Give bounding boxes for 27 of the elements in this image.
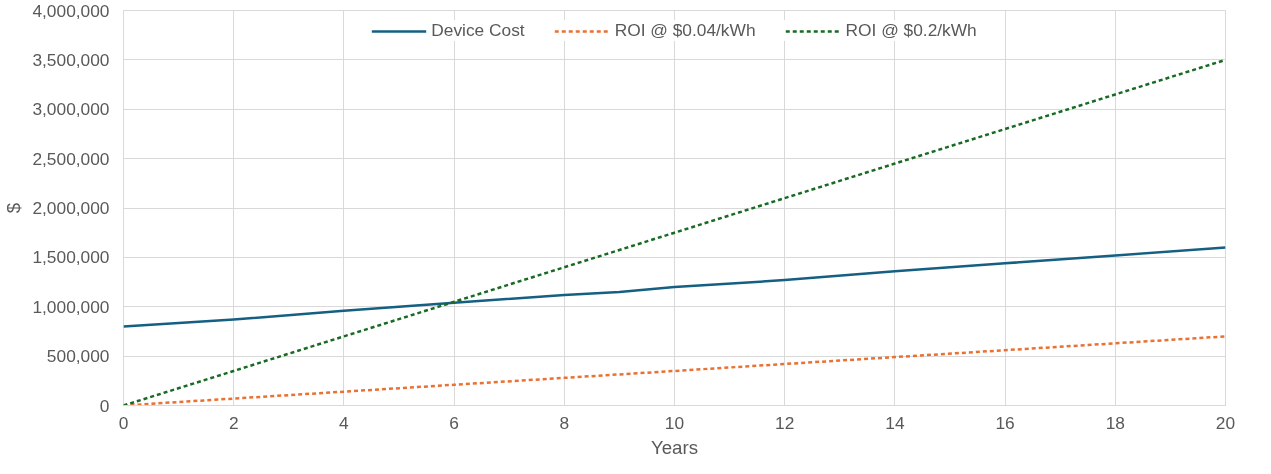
y-tick-label: 3,500,000 xyxy=(32,49,110,70)
x-tick-label: 8 xyxy=(559,412,570,433)
line-series xyxy=(123,58,1226,406)
x-tick-label: 0 xyxy=(118,412,129,433)
x-tick-label: 12 xyxy=(775,412,795,433)
y-axis-title: $ xyxy=(3,202,25,214)
legend-label: ROI @ $0.2/kWh xyxy=(845,20,977,41)
legend-label: ROI @ $0.04/kWh xyxy=(614,20,756,41)
y-tick-label: 0 xyxy=(99,395,110,416)
x-axis-title: Years xyxy=(650,436,699,458)
x-tick-label: 2 xyxy=(228,412,239,433)
x-tick-label: 20 xyxy=(1215,412,1236,433)
y-tick-label: 1,000,000 xyxy=(32,296,110,317)
y-tick-label: 4,000,000 xyxy=(32,0,110,21)
y-tick-label: 1,500,000 xyxy=(32,247,110,268)
y-tick-label: 500,000 xyxy=(46,346,110,367)
x-tick-label: 14 xyxy=(885,412,905,433)
y-tick-label: 3,000,000 xyxy=(32,99,110,120)
y-tick-label: 2,500,000 xyxy=(32,148,110,169)
x-tick-label: 16 xyxy=(995,412,1015,433)
y-tick-label: 2,000,000 xyxy=(32,198,110,218)
legend-label: Device Cost xyxy=(431,20,525,41)
line-series xyxy=(123,246,1226,328)
x-tick-label: 4 xyxy=(339,412,350,433)
x-tick-label: 18 xyxy=(1105,412,1125,433)
x-tick-label: 10 xyxy=(664,412,685,433)
x-tick-label: 6 xyxy=(449,412,459,433)
